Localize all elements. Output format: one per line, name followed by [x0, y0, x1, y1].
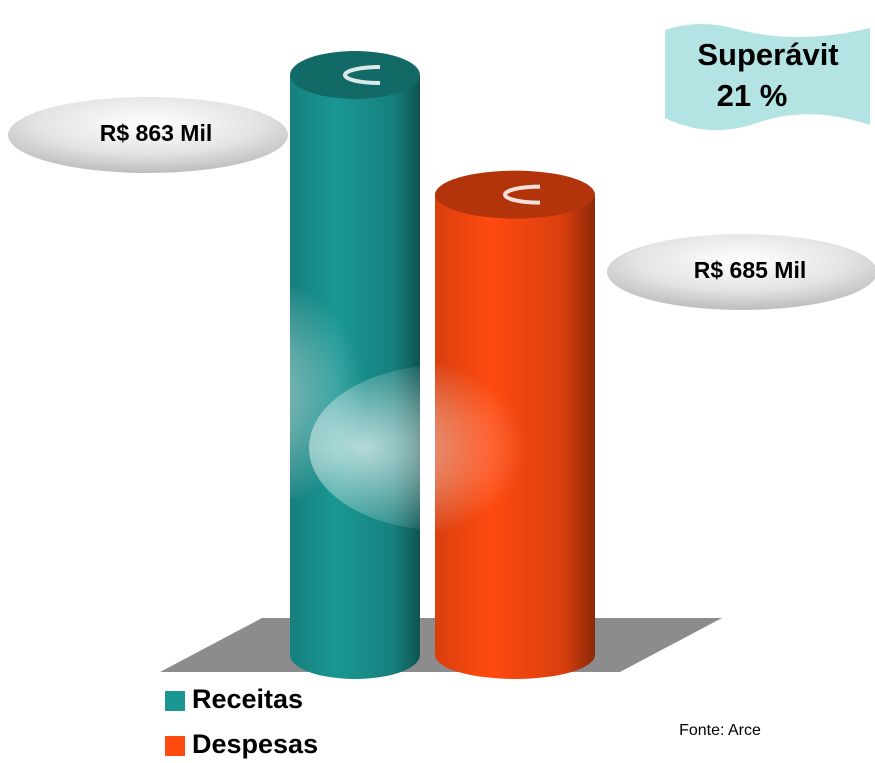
value-label: R$ 863 Mil [100, 120, 213, 146]
bar-top [290, 51, 420, 99]
annotation: Superávit [697, 37, 838, 72]
legend-swatch [165, 736, 185, 756]
bar-shine [309, 364, 581, 531]
annotation: 21 % [717, 78, 788, 113]
legend-label: Despesas [192, 729, 318, 759]
bar-top-highlight [343, 65, 381, 85]
legend-swatch [165, 691, 185, 711]
legend-label: Receitas [192, 684, 303, 714]
source: Fonte: Arce [679, 722, 761, 739]
value-label: R$ 685 Mil [694, 257, 807, 283]
annotation-flag [665, 24, 870, 131]
value-label-bubble [8, 97, 288, 173]
value-label-bubble [607, 234, 875, 310]
bar-top-highlight [503, 184, 541, 205]
bar-top [435, 170, 595, 219]
